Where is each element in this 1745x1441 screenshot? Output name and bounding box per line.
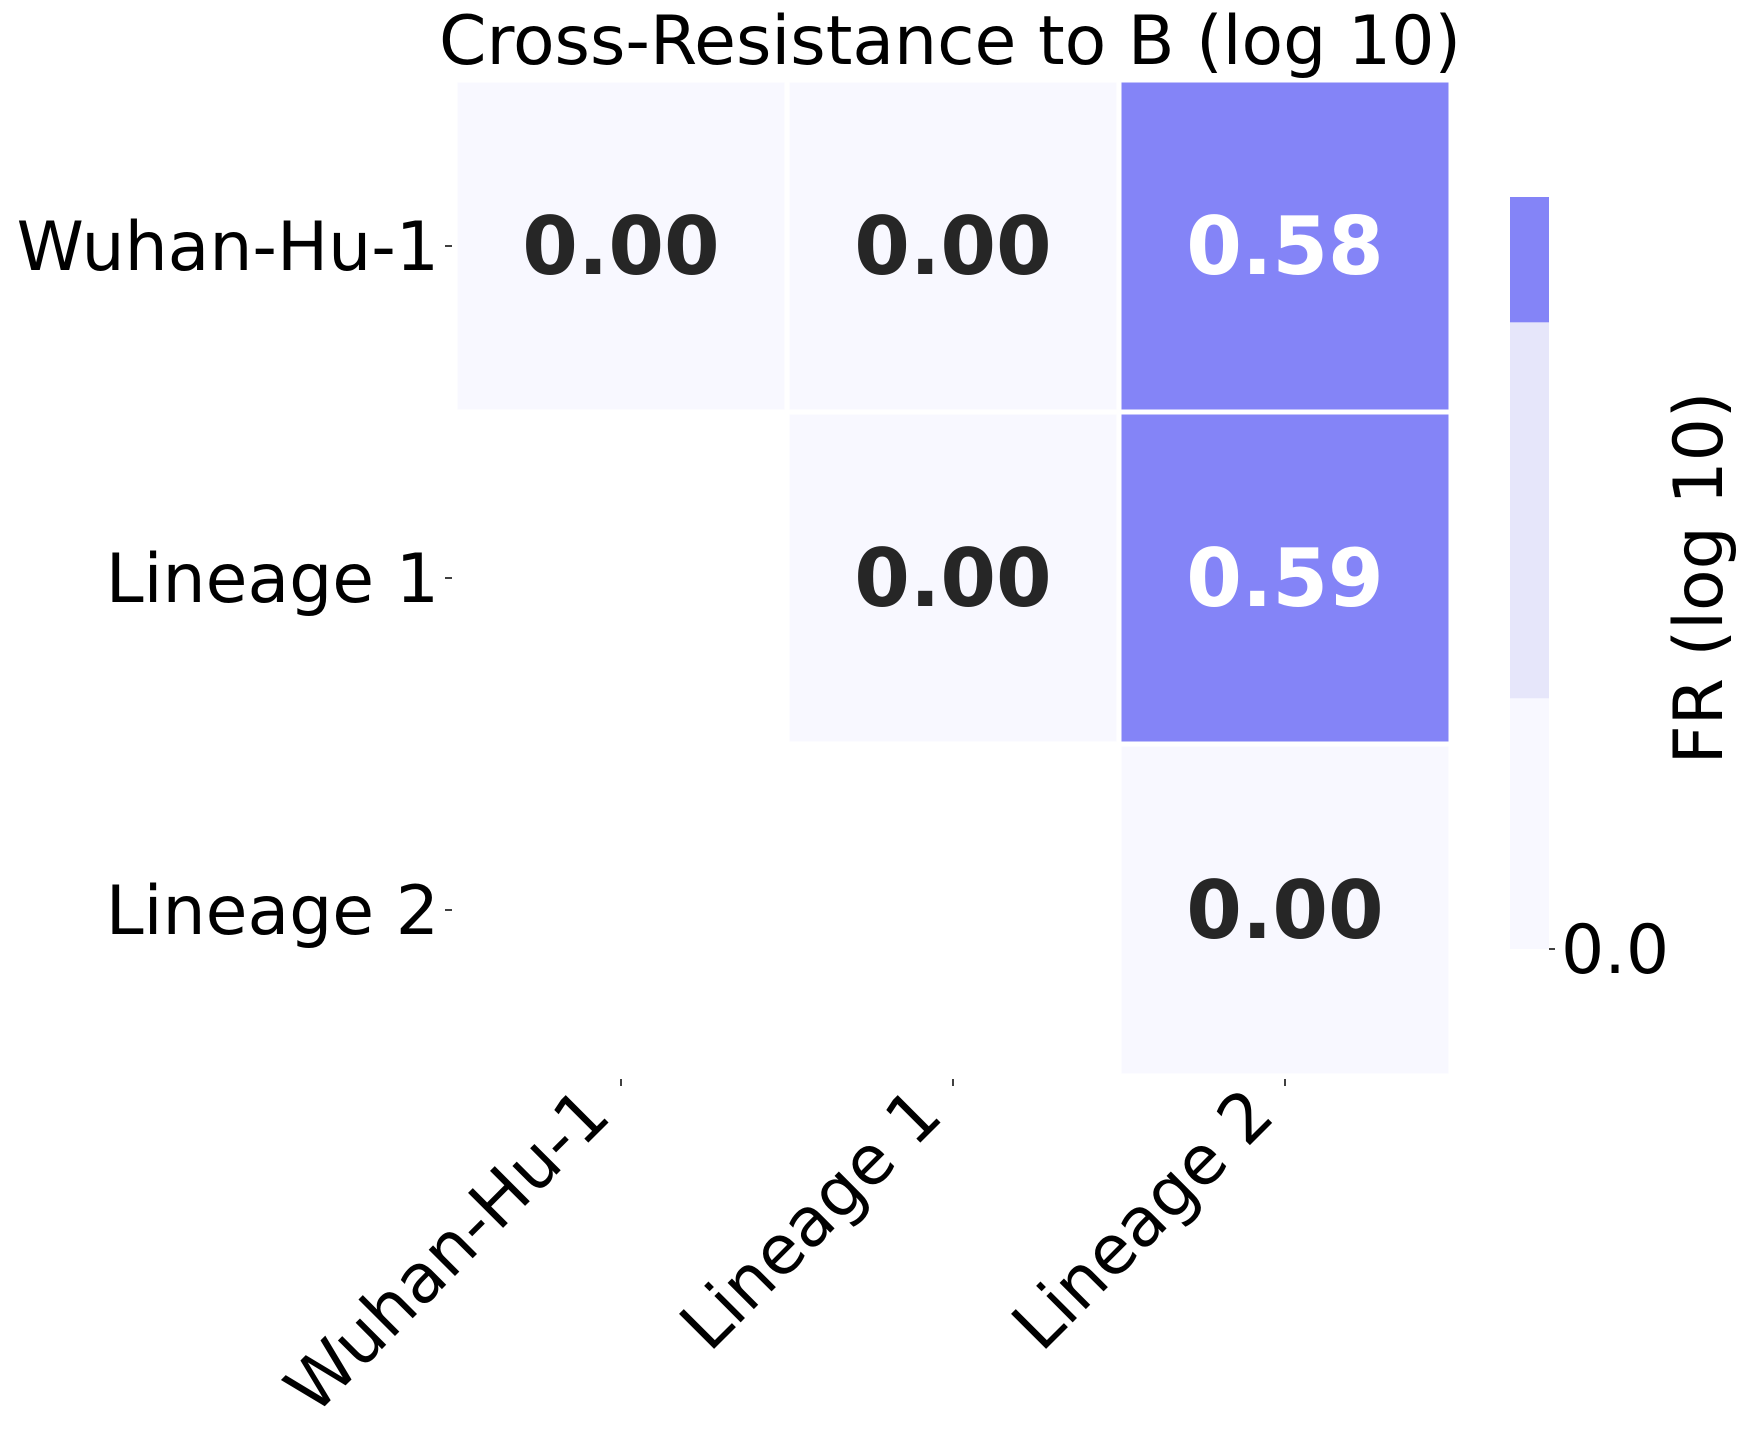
- row-tick-label: Lineage 2: [106, 872, 439, 951]
- heatmap-cell: [789, 82, 1117, 410]
- cell-value-label: 0.58: [1186, 200, 1383, 293]
- row-tick-labels: Wuhan-Hu-1 Lineage 1 Lineage 2: [17, 208, 452, 951]
- cell-value-label: 0.00: [1186, 864, 1383, 957]
- colorbar-band: [1510, 698, 1549, 949]
- row-tick-label: Lineage 1: [106, 540, 439, 619]
- column-tick-label: Lineage 2: [998, 1074, 1290, 1366]
- colorbar-tick-label: 0.0: [1561, 911, 1669, 990]
- heatmap-cell: [457, 82, 785, 410]
- cell-value-label: 0.59: [1186, 532, 1383, 625]
- heatmap-cell: [1121, 746, 1449, 1074]
- heatmap-cell-labels: 0.00 0.00 0.58 0.00 0.59 0.00: [522, 200, 1383, 957]
- colorbar-band: [1510, 197, 1549, 323]
- cell-value-label: 0.00: [854, 200, 1051, 293]
- column-tick-labels: Wuhan-Hu-1 Lineage 1 Lineage 2: [271, 1074, 1290, 1429]
- row-tick-label: Wuhan-Hu-1: [17, 208, 439, 287]
- chart-title: Cross-Resistance to B (log 10): [439, 2, 1461, 81]
- colorbar-label: FR (log 10): [1660, 392, 1739, 765]
- heatmap-cells: [457, 82, 1449, 1074]
- cell-value-label: 0.00: [522, 200, 719, 293]
- heatmap-cell: [1121, 414, 1449, 742]
- heatmap-cell: [789, 414, 1117, 742]
- cell-value-label: 0.00: [854, 532, 1051, 625]
- column-tick-label: Wuhan-Hu-1: [271, 1074, 626, 1429]
- colorbar-band: [1510, 322, 1549, 699]
- heatmap-cell: [1121, 82, 1449, 410]
- column-tick-label: Lineage 1: [666, 1074, 958, 1366]
- colorbar: 0.0: [1510, 197, 1669, 990]
